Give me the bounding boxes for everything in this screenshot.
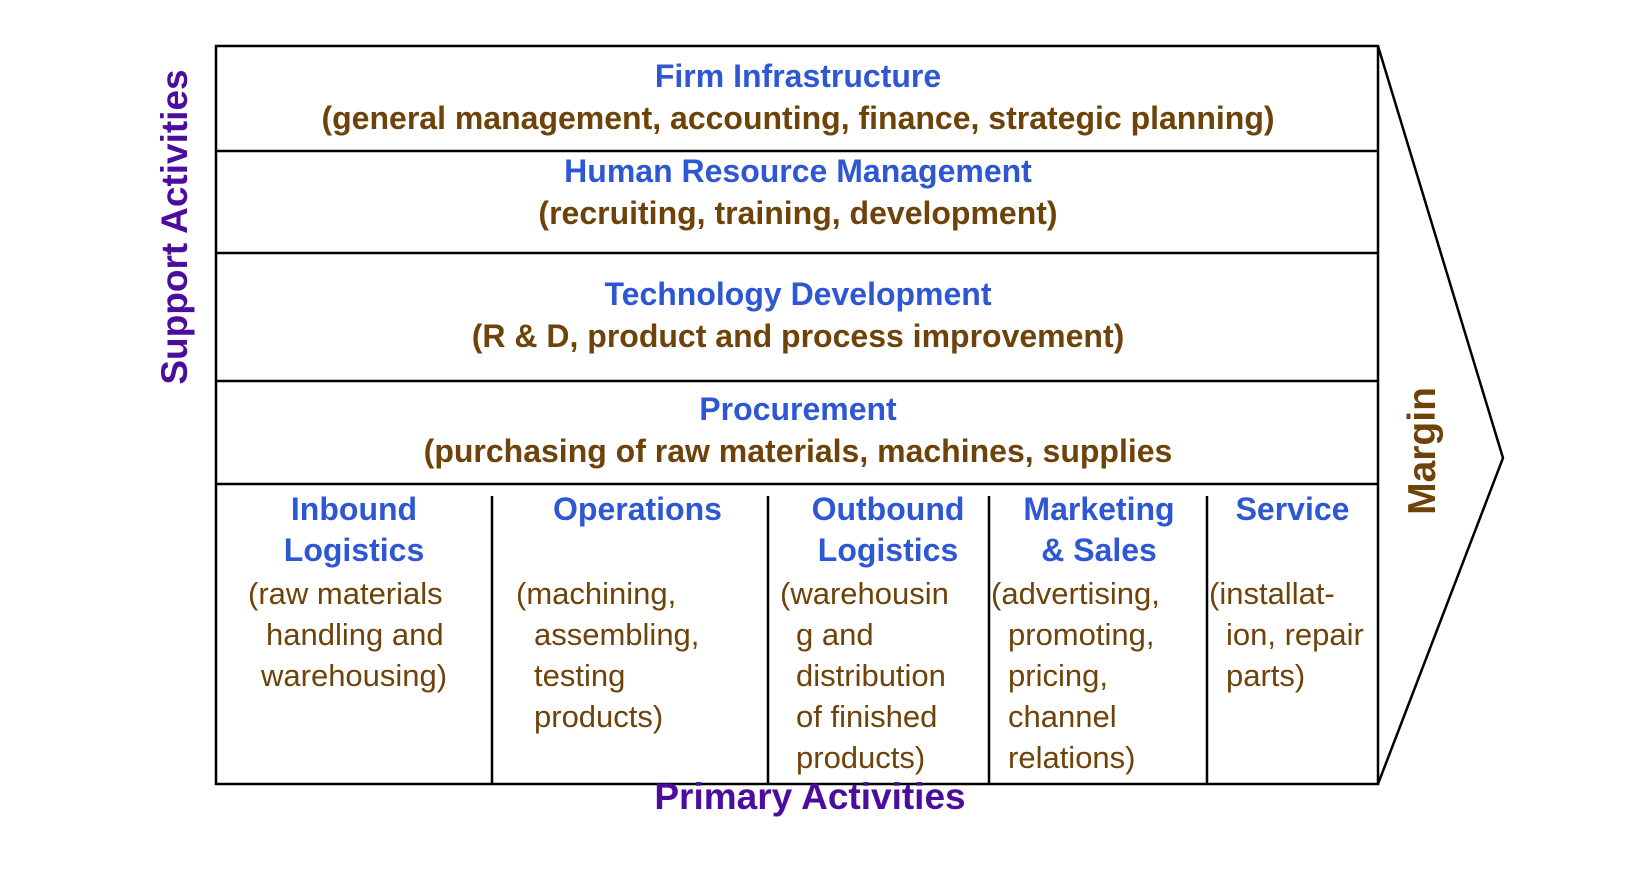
primary-column-title-inbound-logistics: Inbound Logistics	[283, 491, 425, 568]
primary-column-detail-operations: (machining, assembling, testing products…	[516, 576, 700, 734]
primary-activities-label: Primary Activities	[654, 776, 966, 817]
support-row-detail: (recruiting, training, development)	[538, 195, 1058, 231]
support-row-title: Human Resource Management	[564, 153, 1032, 189]
support-row-technology-development: Technology Development (R & D, product a…	[218, 273, 1378, 357]
outer-frame	[214, 44, 1380, 786]
support-row-detail: (purchasing of raw materials, machines, …	[423, 433, 1173, 469]
support-row-human-resource-management: Human Resource Management (recruiting, t…	[218, 150, 1378, 234]
primary-column-title-outbound-logistics: Outbound Logistics	[811, 491, 965, 568]
primary-column-title-service: Service	[1235, 491, 1350, 527]
primary-column-detail-service: (installat- ion, repair parts)	[1209, 576, 1364, 693]
primary-column-detail-outbound-logistics: (warehousin g and distribution of finish…	[780, 576, 949, 775]
support-row-procurement: Procurement (purchasing of raw materials…	[218, 388, 1378, 472]
primary-column-title-operations: Operations	[553, 491, 722, 527]
primary-column-detail-marketing-sales: (advertising, promoting, pricing, channe…	[991, 576, 1160, 775]
support-row-detail: (general management, accounting, finance…	[321, 100, 1275, 136]
support-row-title: Firm Infrastructure	[654, 58, 942, 94]
support-row-title: Procurement	[699, 391, 897, 427]
support-row-detail: (R & D, product and process improvement)	[471, 318, 1125, 354]
margin-arrow	[1376, 45, 1505, 785]
support-row-title: Technology Development	[604, 276, 992, 312]
primary-column-title-marketing-sales: Marketing & Sales	[1023, 491, 1175, 568]
support-row-firm-infrastructure: Firm Infrastructure (general management,…	[218, 55, 1378, 139]
primary-column-detail-inbound-logistics: (raw materials handling and warehousing)	[248, 576, 448, 693]
